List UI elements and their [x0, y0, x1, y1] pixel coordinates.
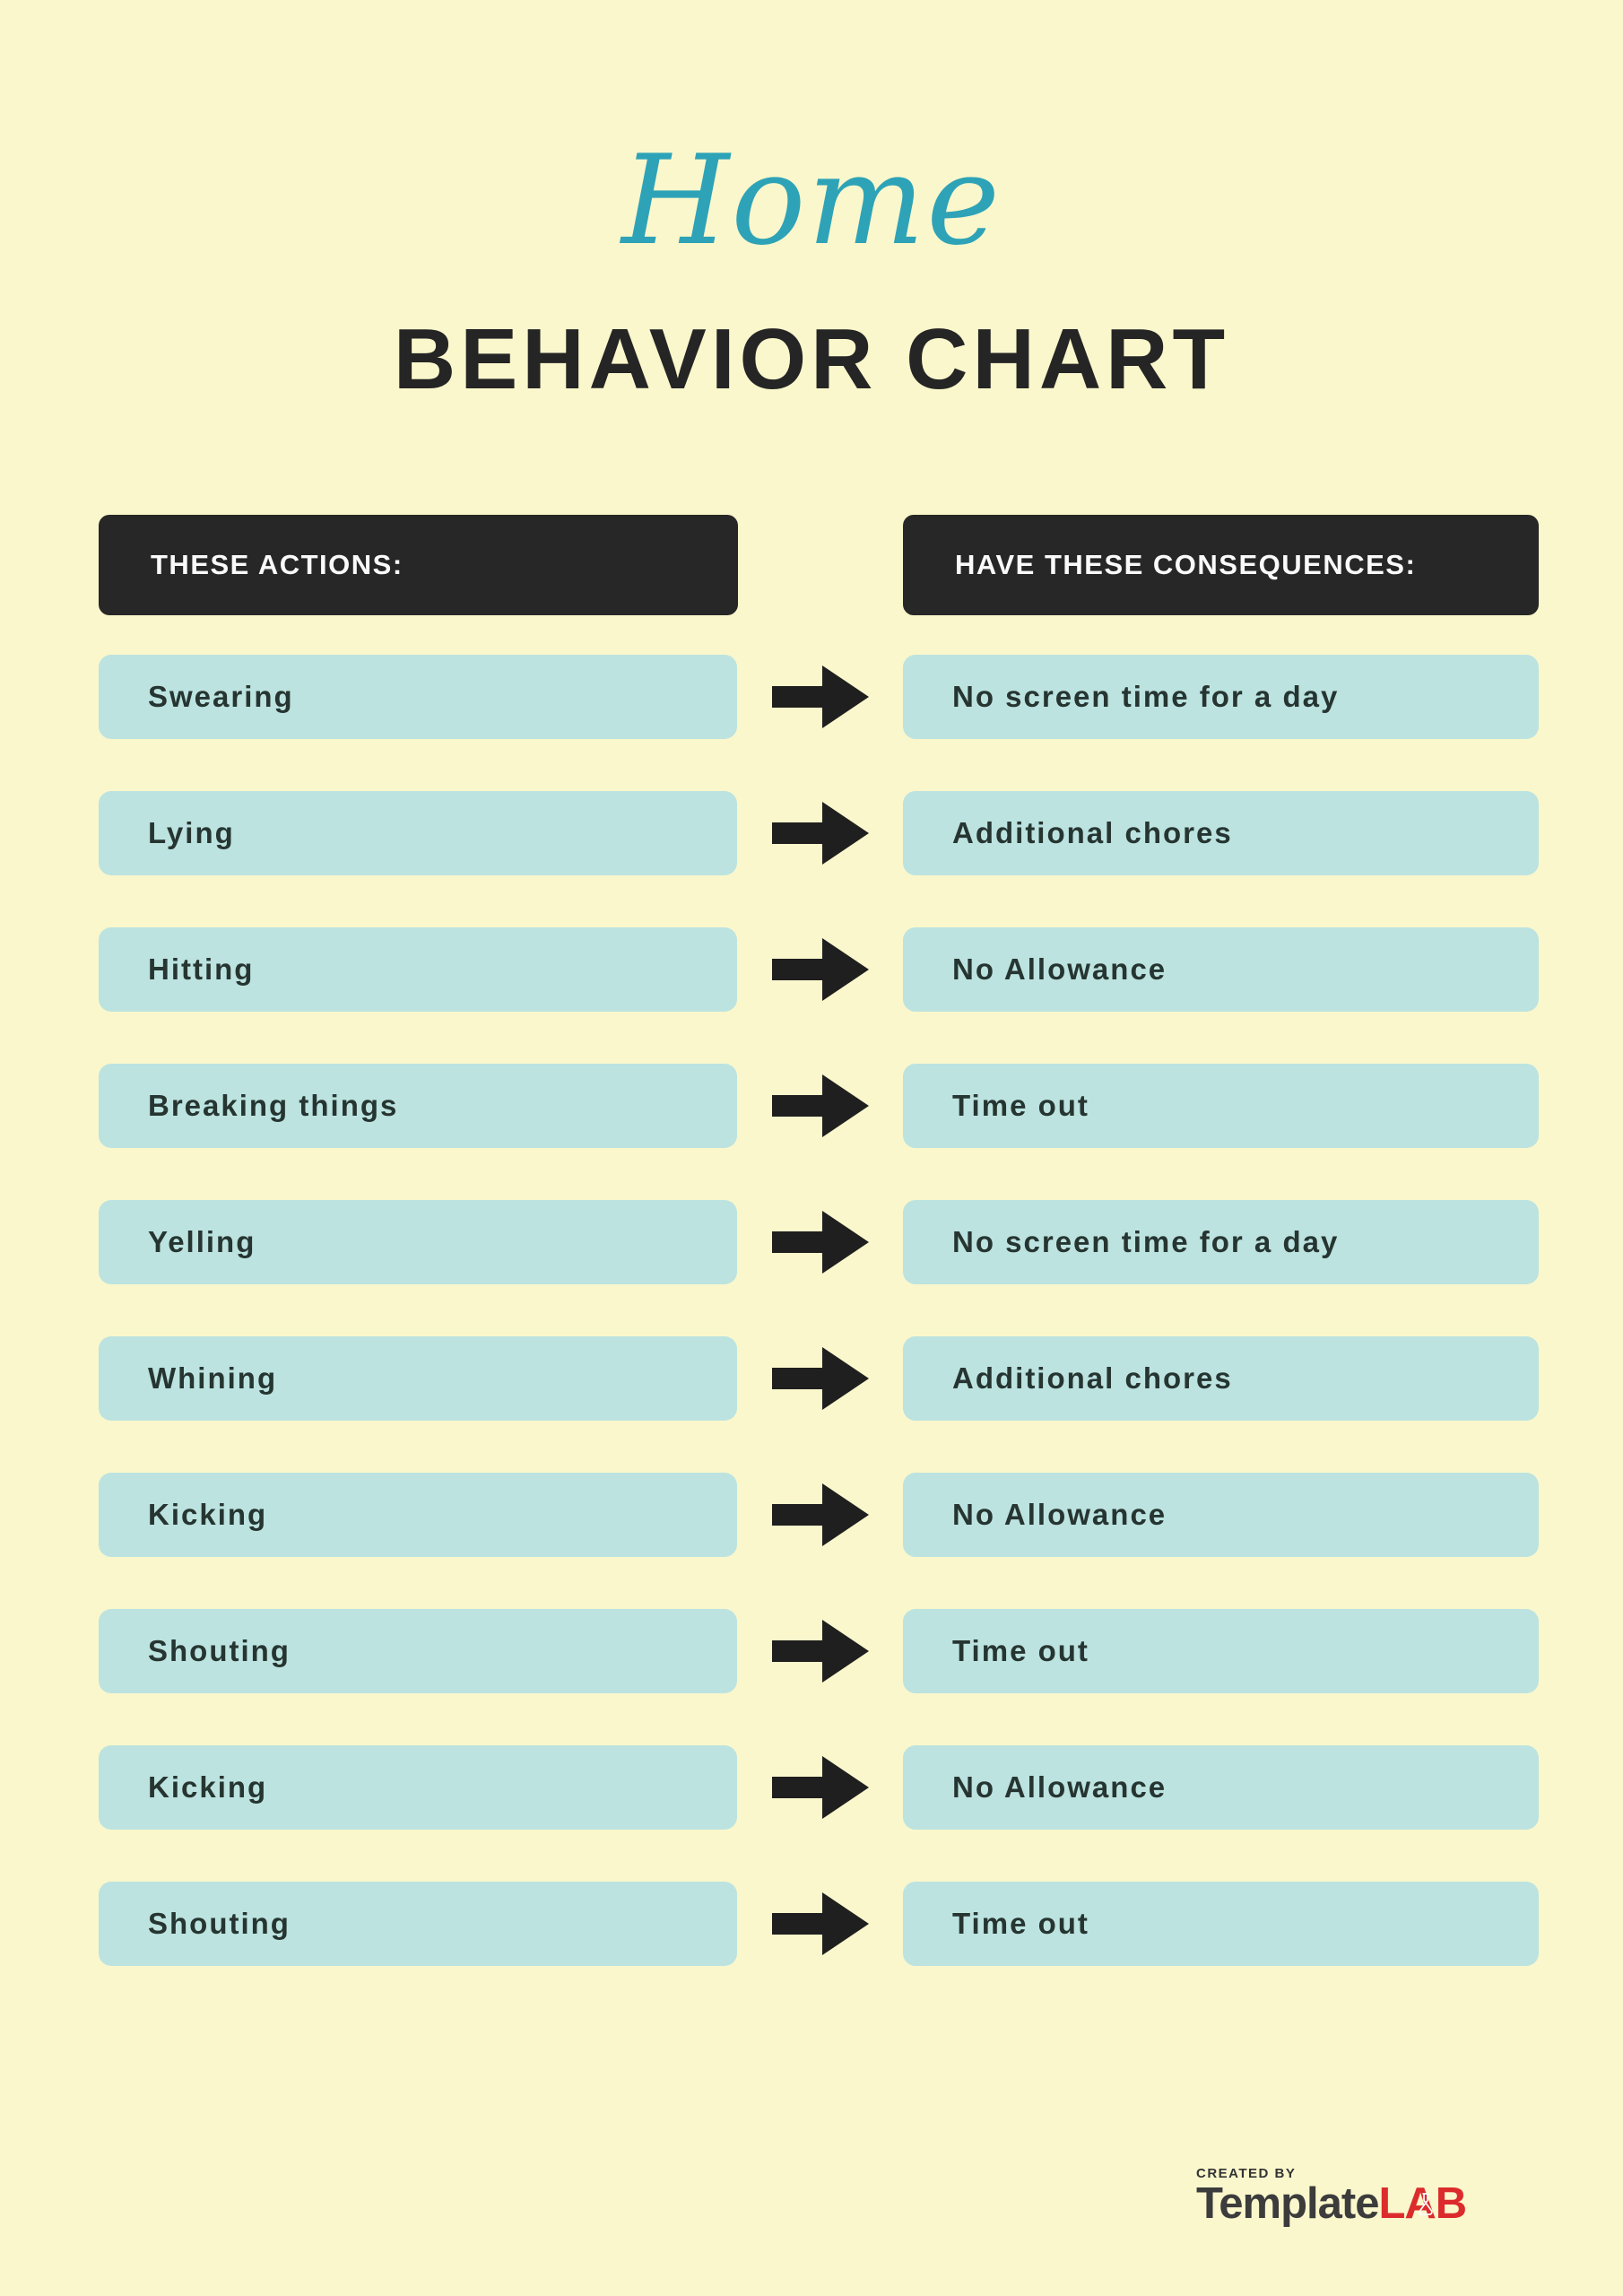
action-box: Swearing — [99, 655, 737, 739]
action-label: Yelling — [148, 1225, 256, 1258]
action-box: Kicking — [99, 1745, 737, 1830]
behavior-row: Shouting Time out — [99, 1882, 1539, 1966]
page-title-script: Home — [621, 128, 1002, 273]
consequence-label: No screen time for a day — [952, 680, 1340, 713]
behavior-row: Whining Additional chores — [99, 1336, 1539, 1421]
consequence-label: Additional chores — [952, 1361, 1233, 1395]
consequence-label: Time out — [952, 1907, 1089, 1940]
consequence-label: No Allowance — [952, 952, 1167, 986]
arrow-right-icon — [771, 665, 869, 728]
consequences-header-pill: HAVE THESE CONSEQUENCES: — [903, 515, 1539, 615]
arrow-right-icon — [771, 1483, 869, 1546]
behavior-row: Breaking things Time out — [99, 1064, 1539, 1148]
consequence-box: Time out — [903, 1064, 1539, 1148]
arrow-cell — [737, 1749, 903, 1826]
consequence-box: No screen time for a day — [903, 655, 1539, 739]
consequence-box: Additional chores — [903, 791, 1539, 875]
action-label: Kicking — [148, 1770, 268, 1804]
arrow-right-icon — [771, 1756, 869, 1819]
consequence-box: No Allowance — [903, 1745, 1539, 1830]
arrow-cell — [737, 658, 903, 735]
consequence-label: Time out — [952, 1089, 1089, 1122]
brand-lab-text: LAB — [1378, 2179, 1467, 2228]
action-box: Lying — [99, 791, 737, 875]
actions-header-pill: THESE ACTIONS: — [99, 515, 738, 615]
arrow-cell — [737, 1340, 903, 1417]
behavior-row: Kicking No Allowance — [99, 1745, 1539, 1830]
action-label: Lying — [148, 816, 235, 849]
action-box: Breaking things — [99, 1064, 737, 1148]
action-box: Hitting — [99, 927, 737, 1012]
behavior-row: Yelling No screen time for a day — [99, 1200, 1539, 1284]
behavior-row: Kicking No Allowance — [99, 1473, 1539, 1557]
action-label: Swearing — [148, 680, 294, 713]
action-label: Shouting — [148, 1907, 291, 1940]
consequence-box: No screen time for a day — [903, 1200, 1539, 1284]
arrow-right-icon — [771, 1620, 869, 1683]
consequence-label: Additional chores — [952, 816, 1233, 849]
arrow-right-icon — [771, 1347, 869, 1410]
arrow-right-icon — [771, 802, 869, 865]
page-title-main: BEHAVIOR CHART — [393, 311, 1230, 407]
arrow-cell — [737, 1204, 903, 1281]
brand-template-text: Template — [1196, 2179, 1379, 2228]
arrow-right-icon — [771, 1892, 869, 1955]
behavior-rows: Swearing No screen time for a day Lying … — [99, 655, 1539, 2018]
behavior-row: Shouting Time out — [99, 1609, 1539, 1693]
created-by-label: CREATED BY — [1196, 2166, 1297, 2181]
consequence-label: No Allowance — [952, 1770, 1167, 1804]
action-box: Shouting — [99, 1609, 737, 1693]
actions-header-label: THESE ACTIONS: — [151, 549, 404, 580]
arrow-cell — [737, 1885, 903, 1962]
action-box: Kicking — [99, 1473, 737, 1557]
action-label: Shouting — [148, 1634, 291, 1667]
footer-logo: CREATED BY Template LAB — [1196, 2166, 1467, 2228]
arrow-right-icon — [771, 1211, 869, 1274]
action-label: Breaking things — [148, 1089, 399, 1122]
behavior-row: Lying Additional chores — [99, 791, 1539, 875]
arrow-cell — [737, 795, 903, 872]
action-label: Kicking — [148, 1498, 268, 1531]
consequence-box: Time out — [903, 1609, 1539, 1693]
action-box: Yelling — [99, 1200, 737, 1284]
action-label: Whining — [148, 1361, 278, 1395]
arrow-right-icon — [771, 1074, 869, 1137]
consequence-box: Time out — [903, 1882, 1539, 1966]
consequence-box: No Allowance — [903, 1473, 1539, 1557]
behavior-row: Hitting No Allowance — [99, 927, 1539, 1012]
action-box: Whining — [99, 1336, 737, 1421]
action-label: Hitting — [148, 952, 255, 986]
action-box: Shouting — [99, 1882, 737, 1966]
brand-wordmark: Template LAB — [1196, 2179, 1467, 2228]
behavior-row: Swearing No screen time for a day — [99, 655, 1539, 739]
consequence-label: Time out — [952, 1634, 1089, 1667]
consequence-box: No Allowance — [903, 927, 1539, 1012]
arrow-cell — [737, 1613, 903, 1690]
arrow-cell — [737, 931, 903, 1008]
consequences-header-label: HAVE THESE CONSEQUENCES: — [955, 549, 1417, 580]
arrow-cell — [737, 1476, 903, 1553]
consequence-label: No screen time for a day — [952, 1225, 1340, 1258]
arrow-cell — [737, 1067, 903, 1144]
brand-lab-letters: LAB — [1378, 2179, 1467, 2228]
consequence-label: No Allowance — [952, 1498, 1167, 1531]
arrow-right-icon — [771, 938, 869, 1001]
consequence-box: Additional chores — [903, 1336, 1539, 1421]
